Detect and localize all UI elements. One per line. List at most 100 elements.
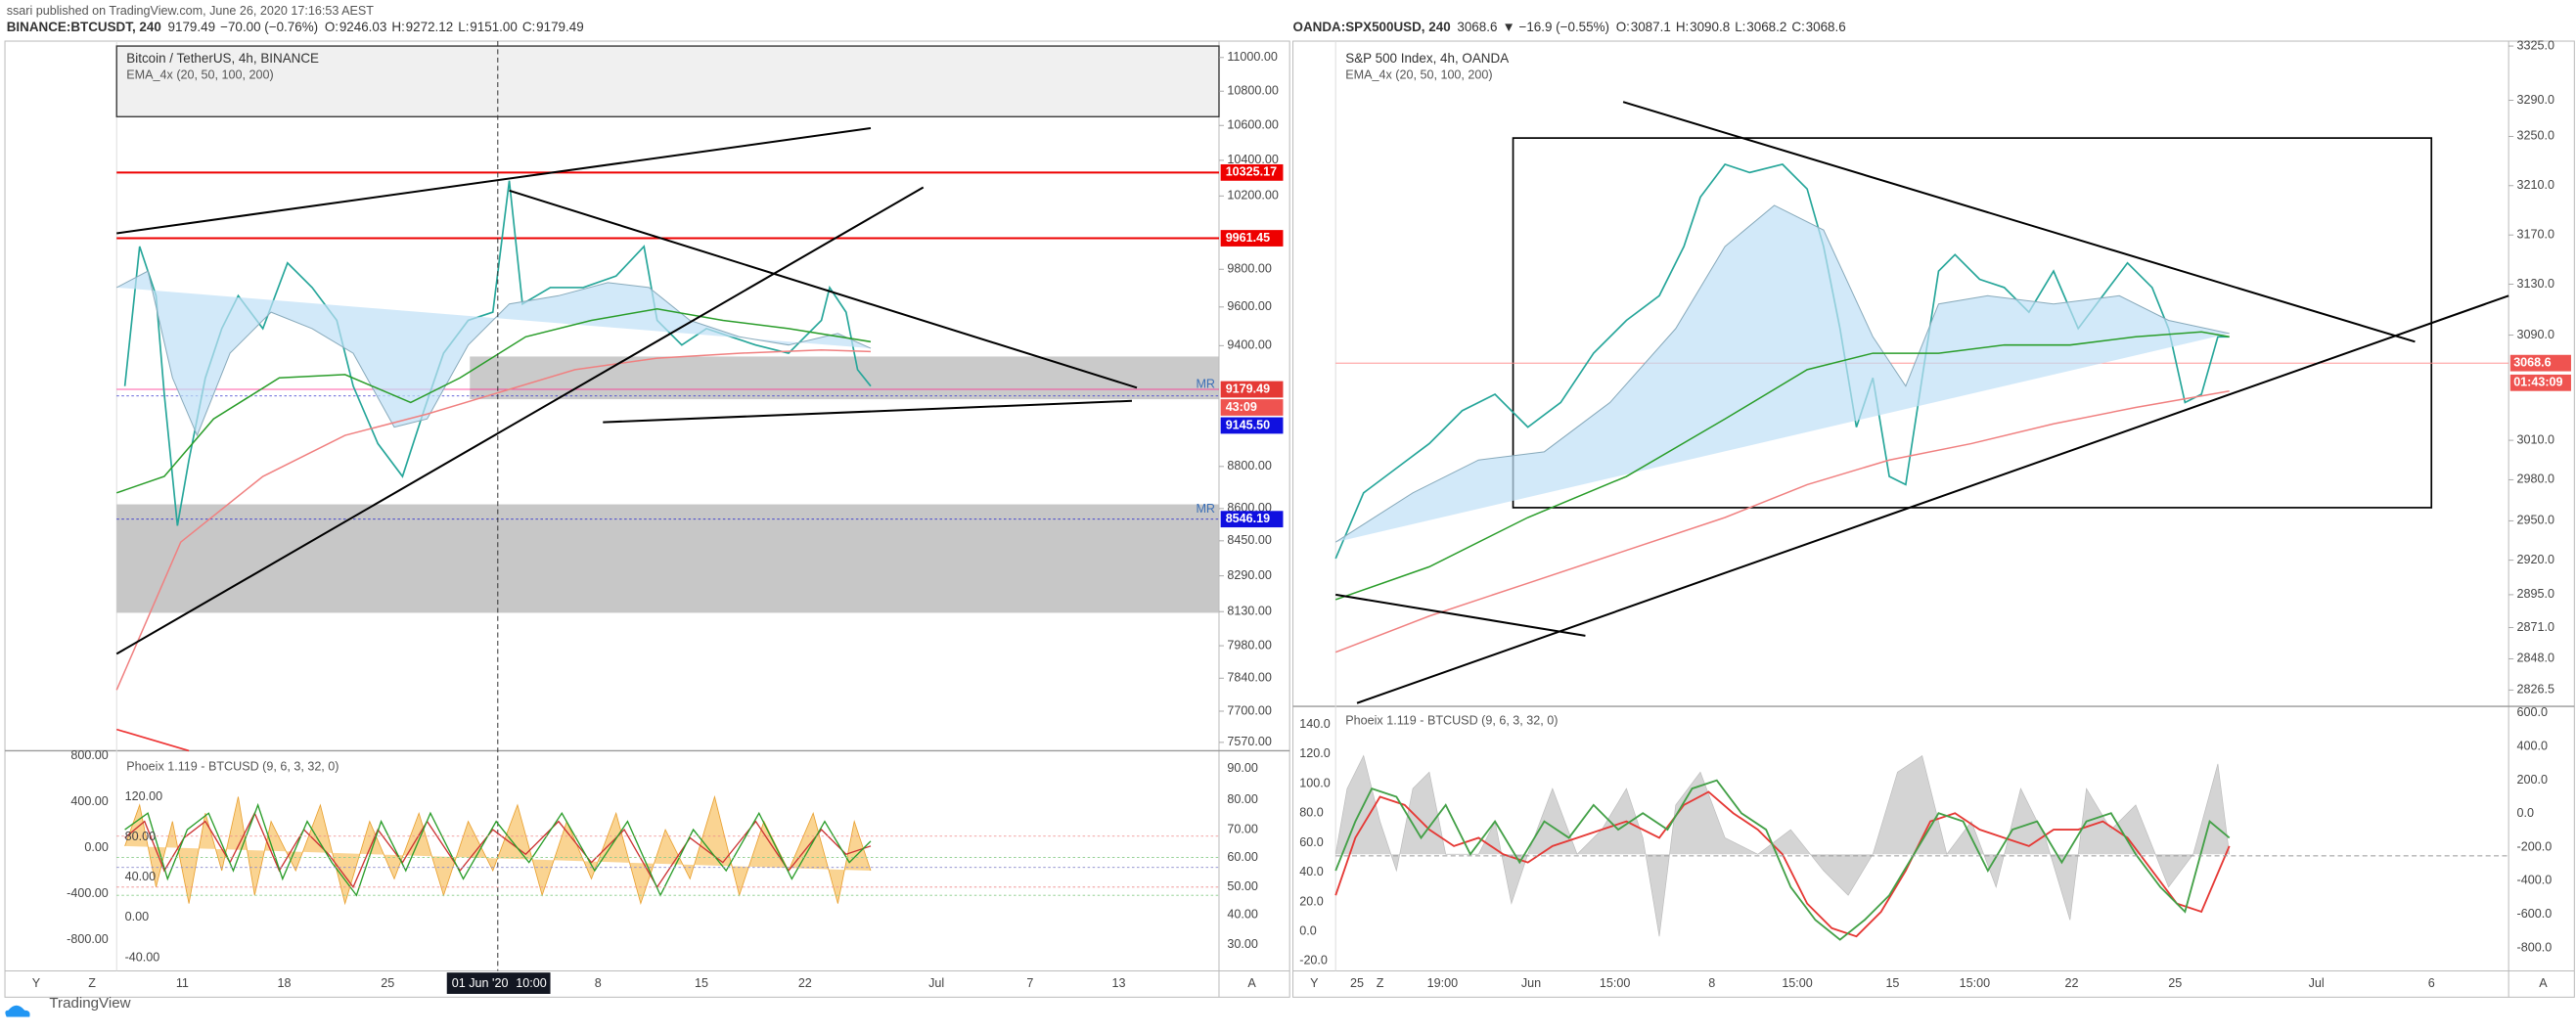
line-label: MR [1196,377,1215,390]
osc-left-label: -20.0 [1299,954,1328,968]
ohlc-value: 3068.2 [1746,20,1786,34]
x-tick-label: 19:00 [1427,976,1458,990]
ohlc-label: C: [522,20,535,34]
symbol: BINANCE:BTCUSDT, 240 [7,20,161,34]
y-tick-label: 3130.0 [2517,277,2554,291]
osc-right-label: 80.00 [1227,792,1257,806]
x-tick-label: 25 [381,976,394,990]
price-tag [2509,374,2571,391]
axis-button[interactable]: Z [88,976,96,990]
y-tick-label: 7980.00 [1227,638,1271,652]
change: ▼ −16.9 (−0.55%) [1502,20,1609,34]
crosshair-date: 01 Jun '20 [452,976,509,990]
trend-line [115,186,925,655]
range-box [115,45,1220,117]
x-tick-label: 15 [695,976,708,990]
osc-right-label: 70.00 [1227,822,1257,835]
ohlc-value: 9179.49 [536,20,584,34]
trend-line [509,189,1138,389]
y-tick-label: 2848.0 [2517,652,2554,665]
x-tick-label: 25 [1350,976,1364,990]
indicator-label: EMA_4x (20, 50, 100, 200) [126,68,273,82]
osc-right-label: 30.00 [1227,937,1257,951]
axis-button[interactable]: Z [1377,976,1384,990]
price-tag [1220,381,1284,398]
ohlc-label: C: [1791,20,1804,34]
chart-title: S&P 500 Index, 4h, OANDA [1345,51,1509,66]
x-tick-label: 15 [1885,976,1899,990]
osc-left-label: 100.0 [1299,776,1330,789]
price-tag-label: 9961.45 [1226,231,1270,245]
ema-line [115,348,872,691]
crosshair-time: 10:00 [516,976,546,990]
y-tick-label: 3170.0 [2517,228,2554,242]
ohlc-label: O: [1616,20,1630,34]
osc-title: Phoeix 1.119 - BTCUSD (9, 6, 3, 32, 0) [1345,714,1558,728]
price-tag-label: 01:43:09 [2513,376,2562,389]
brand: TradingView [49,995,130,1012]
price-tag-label: 9145.50 [1226,418,1270,431]
x-tick-label: 25 [2168,976,2182,990]
y-tick-label: 7700.00 [1227,703,1271,717]
y-tick-label: 11000.00 [1227,50,1278,64]
osc-left-label: 60.0 [1299,835,1323,849]
price-tag [1220,230,1284,247]
axis-button[interactable]: A [1247,976,1256,990]
price-tag-label: 10325.17 [1226,165,1277,179]
ohlc-value: 3087.1 [1631,20,1671,34]
symbol: OANDA:SPX500USD, 240 [1293,20,1451,34]
ema-ribbon [115,270,872,437]
axis-button[interactable]: Y [1310,976,1319,990]
y-tick-label: 3210.0 [2517,178,2554,192]
x-tick-label: 15:00 [1600,976,1630,990]
osc-line [124,811,872,889]
x-tick-label: Jul [2309,976,2325,990]
zone [116,504,1219,613]
price-path [1334,162,2230,560]
osc-inner-label: 120.00 [125,789,162,803]
y-tick-label: 2980.0 [2517,472,2554,486]
osc-right-label: -200.0 [2517,839,2553,853]
y-tick-label: 10400.00 [1227,153,1278,166]
x-tick-label: 15:00 [1960,976,1990,990]
osc-left-label: 140.0 [1299,717,1330,731]
price-tag [1220,511,1284,528]
x-tick-label: Jul [928,976,944,990]
x-tick-label: 13 [1112,976,1126,990]
x-tick-label: 11 [176,976,189,990]
osc-right-label: 60.00 [1227,850,1257,864]
ohlc-value: 3068.6 [1806,20,1846,34]
line-label: MR [1196,502,1215,516]
ema-line [1334,331,2230,601]
price-tag [1220,399,1284,416]
trend-line [603,399,1133,424]
x-tick-label: Jun [1521,976,1541,990]
ohlc-value: 9246.03 [339,20,387,34]
y-tick-label: 7840.00 [1227,671,1271,685]
brand-logo [5,1005,30,1017]
osc-right-label: 200.0 [2517,773,2548,787]
x-tick-label: 18 [278,976,292,990]
y-tick-label: 2920.0 [2517,553,2554,566]
y-tick-label: 9400.00 [1227,338,1271,352]
x-tick-label: 7 [1026,976,1033,990]
osc-right-label: 90.00 [1227,761,1257,775]
x-tick-label: 22 [2064,976,2078,990]
last-price: 9179.49 [168,20,216,34]
y-tick-label: 9800.00 [1227,262,1271,276]
y-tick-label: 2871.0 [2517,620,2554,634]
y-tick-label: 2895.0 [2517,587,2554,601]
axis-button[interactable]: Y [32,976,41,990]
osc-right-label: 50.00 [1227,879,1257,893]
osc-left-label: 120.0 [1299,746,1330,760]
axis-button[interactable]: A [2539,976,2548,990]
osc-line [124,802,872,897]
osc-right-label: -400.0 [2517,874,2553,887]
osc-left-label: 0.00 [84,840,108,854]
osc-right-label: -800.0 [2517,940,2553,954]
y-tick-label: 3290.0 [2517,93,2554,107]
osc-line [1334,779,2231,941]
crosshair-tag [446,972,551,994]
osc-left-label: 80.0 [1299,806,1323,820]
osc-left-label: -800.00 [67,932,109,946]
